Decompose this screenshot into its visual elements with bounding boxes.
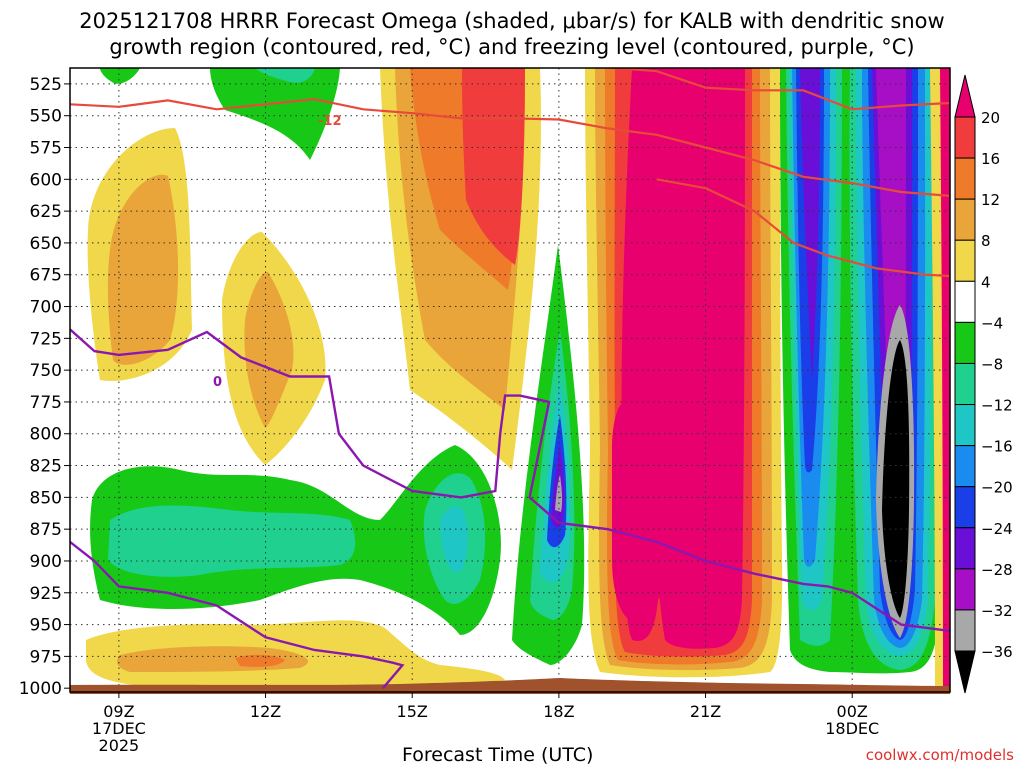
- colorbar-label-1: 16: [981, 150, 1000, 168]
- x-tick-label-9-0: 09Z: [103, 702, 134, 721]
- y-tick-label-625: 625: [30, 202, 62, 222]
- chart-title-line-2: growth region (contoured, red, °C) and f…: [109, 35, 915, 59]
- y-tick-label-675: 675: [30, 266, 62, 286]
- colorbar-label-13: −36: [981, 643, 1013, 661]
- omega-blob-positive-mid-core: [244, 271, 294, 428]
- colorbar-bottom-arrow: [954, 650, 976, 694]
- dendritic-contour-upper: [598, 68, 950, 111]
- colorbar: 20 16 12 8 4 −4 −8 −12 −16 −20 −24 −28 −32 −36: [954, 74, 1013, 694]
- y-tick-label-775: 775: [30, 393, 62, 413]
- colorbar-label-9: −20: [981, 479, 1013, 497]
- x-tick-label-24-1: 18DEC: [825, 719, 879, 738]
- omega-blob-positive-left-core: [107, 174, 179, 365]
- omega-edge-right-inner: [940, 68, 950, 692]
- colorbar-box-2: [954, 157, 976, 200]
- y-tick-label-575: 575: [30, 139, 62, 159]
- x-axis-title: Forecast Time (UTC): [402, 744, 594, 766]
- omega-column-positive-21z-magenta-b: [612, 400, 630, 620]
- x-tick-label-9-1: 17DEC: [92, 719, 146, 738]
- colorbar-box-7: [954, 362, 976, 406]
- y-tick-label-600: 600: [30, 170, 62, 190]
- colorbar-box-4: [954, 239, 976, 282]
- y-tick-label-825: 825: [30, 457, 62, 477]
- x-tick-label-12-0: 12Z: [250, 702, 281, 721]
- y-tick-label-650: 650: [30, 234, 62, 254]
- omega-column-positive-21z-magenta: [621, 68, 745, 649]
- y-tick-label-925: 925: [30, 584, 62, 604]
- omega-band-negative-low-15z-cyan: [440, 505, 468, 573]
- colorbar-label-11: −28: [981, 561, 1013, 579]
- colorbar-box-8: [954, 404, 976, 447]
- freezing-level-contour: [70, 328, 950, 633]
- colorbar-top-arrow: [954, 74, 976, 118]
- y-tick-label-700: 700: [30, 298, 62, 318]
- colorbar-box-10: [954, 486, 976, 529]
- x-tick-label-9-2: 2025: [99, 736, 140, 755]
- y-tick-label-750: 750: [30, 361, 62, 381]
- y-tick-label-525: 525: [30, 75, 62, 95]
- x-tick-label-21-0: 21Z: [690, 702, 721, 721]
- colorbar-label-4: 4: [981, 273, 991, 291]
- omega-spike-negative-18z-gray: [555, 475, 563, 512]
- colorbar-box-1: [954, 116, 976, 159]
- colorbar-label-6: −8: [981, 355, 1003, 373]
- colorbar-box-3: [954, 198, 976, 241]
- colorbar-label-0: 20: [981, 109, 1000, 127]
- y-tick-label-850: 850: [30, 488, 62, 508]
- colorbar-label-10: −24: [981, 520, 1013, 538]
- colorbar-box-9: [954, 445, 976, 488]
- omega-blob-negative-top-core: [255, 68, 315, 83]
- omega-column-negative-00z-purple: [800, 68, 820, 380]
- y-tick-label-800: 800: [30, 425, 62, 445]
- dendritic-contour-lower: [656, 178, 950, 278]
- colorbar-label-2: 12: [981, 191, 1000, 209]
- colorbar-box-6: [954, 321, 976, 364]
- y-tick-label-550: 550: [30, 107, 62, 127]
- dendritic-contour-label: -12: [318, 114, 342, 129]
- omega-band-negative-low-core: [108, 505, 356, 577]
- omega-blob-negative-top: [210, 68, 340, 160]
- colorbar-box-12: [954, 568, 976, 611]
- colorbar-box-5: [954, 280, 976, 323]
- omega-blob-negative-topleft: [100, 68, 140, 84]
- colorbar-label-12: −32: [981, 602, 1013, 620]
- colorbar-label-8: −16: [981, 438, 1013, 456]
- dendritic-contour-line: [70, 98, 950, 197]
- colorbar-box-11: [954, 527, 976, 570]
- colorbar-label-7: −12: [981, 397, 1013, 415]
- x-tick-label-24-0: 00Z: [837, 702, 868, 721]
- x-tick-label-15-0: 15Z: [397, 702, 428, 721]
- x-tick-label-18-0: 18Z: [543, 702, 574, 721]
- chart-title-line-1: 2025121708 HRRR Forecast Omega (shaded, …: [79, 9, 945, 33]
- y-tick-label-975: 975: [30, 647, 62, 667]
- y-axis: 525 550 575 600 625 650 675 700 725 750 775 800 825 8…: [19, 75, 70, 699]
- y-tick-label-875: 875: [30, 520, 62, 540]
- y-tick-label-1000: 1000: [19, 679, 62, 699]
- omega-column-negative-01z-black: [882, 340, 910, 618]
- colorbar-label-3: 8: [981, 232, 991, 250]
- grid-lines: [70, 68, 950, 692]
- colorbar-box-13: [954, 609, 976, 652]
- freezing-level-contour-lower: [70, 540, 405, 689]
- omega-band-positive-surface-orange: [235, 654, 285, 667]
- plot-frame: [69, 67, 951, 693]
- terrain-ground: [70, 678, 950, 694]
- freezing-contour-label: 0: [213, 375, 222, 390]
- colorbar-label-5: −4: [981, 314, 1003, 332]
- y-tick-label-900: 900: [30, 552, 62, 572]
- y-tick-label-725: 725: [30, 329, 62, 349]
- credit-link[interactable]: coolwx.com/models: [865, 746, 1014, 764]
- omega-shading: [86, 68, 950, 692]
- y-tick-label-950: 950: [30, 616, 62, 636]
